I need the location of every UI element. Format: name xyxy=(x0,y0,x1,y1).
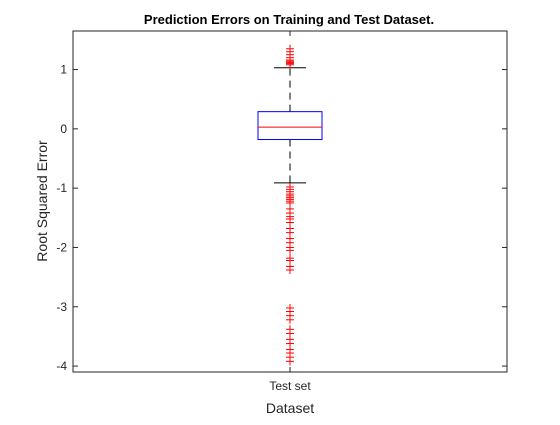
y-axis-label: Root Squared Error xyxy=(34,140,50,262)
y-tick-label: -3 xyxy=(56,300,67,314)
outlier-point xyxy=(286,265,294,274)
y-tick-label: 0 xyxy=(60,122,67,136)
y-tick-label: 1 xyxy=(60,63,67,77)
outlier-point xyxy=(286,357,294,366)
y-tick-label: -4 xyxy=(56,359,67,373)
x-tick-label: Test set xyxy=(269,379,311,393)
outlier-point xyxy=(286,44,294,53)
outlier-point xyxy=(286,315,294,324)
x-axis-label: Dataset xyxy=(266,400,314,416)
y-tick-label: -1 xyxy=(56,181,67,195)
y-tick-label: -2 xyxy=(56,240,67,254)
chart-marks xyxy=(257,44,323,366)
iqr-box xyxy=(257,111,323,141)
y-axis-ticks: -4 -3 -2 -1 0 1 xyxy=(56,63,507,373)
chart-title: Prediction Errors on Training and Test D… xyxy=(144,12,434,27)
x-axis-ticks: Test set xyxy=(269,31,311,393)
outlier-point xyxy=(286,246,294,255)
